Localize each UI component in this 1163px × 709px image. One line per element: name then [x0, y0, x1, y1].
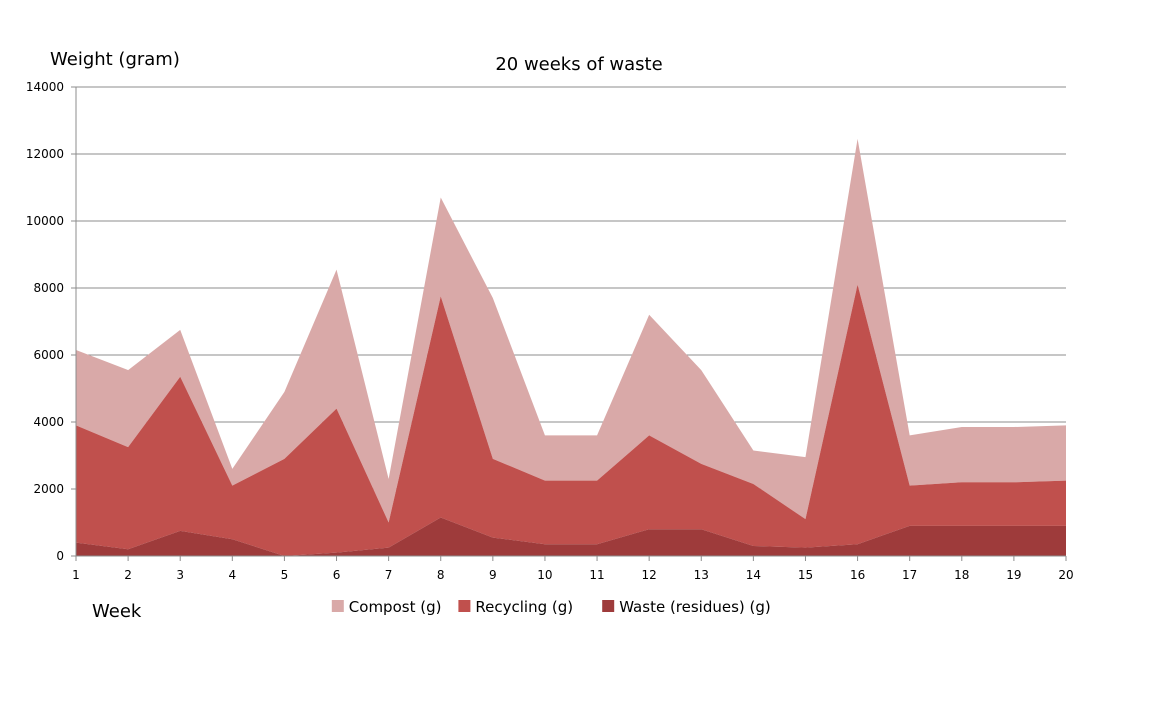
x-tick-label-6: 7: [385, 568, 393, 582]
y-tick-label-0: 0: [56, 549, 64, 563]
y-axis-title: Weight (gram): [50, 49, 180, 70]
x-tick-label-2: 3: [176, 568, 184, 582]
x-tick-label-19: 20: [1058, 568, 1073, 582]
x-axis-title: Week: [92, 601, 142, 622]
legend-label-waste-residues-g: Waste (residues) (g): [619, 598, 771, 616]
x-tick-label-13: 14: [746, 568, 761, 582]
x-tick-label-0: 1: [72, 568, 80, 582]
x-tick-label-18: 19: [1006, 568, 1021, 582]
y-tick-label-4: 8000: [33, 281, 64, 295]
x-tick-label-17: 18: [954, 568, 969, 582]
area-series-waste-residues-g: [76, 517, 1066, 556]
x-tick-label-1: 2: [124, 568, 132, 582]
x-tick-label-8: 9: [489, 568, 497, 582]
area-series-recycling-g: [76, 284, 1066, 556]
area-series-group: [76, 138, 1066, 556]
y-tick-label-2: 4000: [33, 415, 64, 429]
legend-swatch-waste-residues-g: [602, 600, 615, 612]
legend-label-compost-g: Compost (g): [349, 598, 442, 616]
x-tick-label-9: 10: [537, 568, 552, 582]
legend-swatch-compost-g: [331, 600, 344, 612]
x-tick-label-10: 11: [589, 568, 604, 582]
legend-swatch-recycling-g: [458, 600, 471, 612]
axes: [71, 86, 1067, 561]
y-tick-label-5: 10000: [26, 214, 64, 228]
area-series-compost-g: [76, 138, 1066, 523]
x-tick-label-11: 12: [642, 568, 657, 582]
x-tick-label-14: 15: [798, 568, 813, 582]
x-tick-label-15: 16: [850, 568, 865, 582]
chart-title: 20 weeks of waste: [495, 54, 662, 75]
y-tick-label-6: 12000: [26, 147, 64, 161]
x-tick-label-3: 4: [228, 568, 236, 582]
y-tick-label-3: 6000: [33, 348, 64, 362]
x-tick-label-12: 13: [694, 568, 709, 582]
y-tick-label-7: 14000: [26, 80, 64, 94]
legend-label-recycling-g: Recycling (g): [475, 598, 573, 616]
y-tick-label-1: 2000: [33, 482, 64, 496]
x-tick-label-5: 6: [333, 568, 341, 582]
gridlines: [76, 86, 1066, 490]
x-tick-label-7: 8: [437, 568, 445, 582]
legend: Compost (g) Recycling (g) Waste (residues)…: [331, 598, 771, 616]
x-tick-label-4: 5: [281, 568, 289, 582]
x-tick-label-16: 17: [902, 568, 917, 582]
